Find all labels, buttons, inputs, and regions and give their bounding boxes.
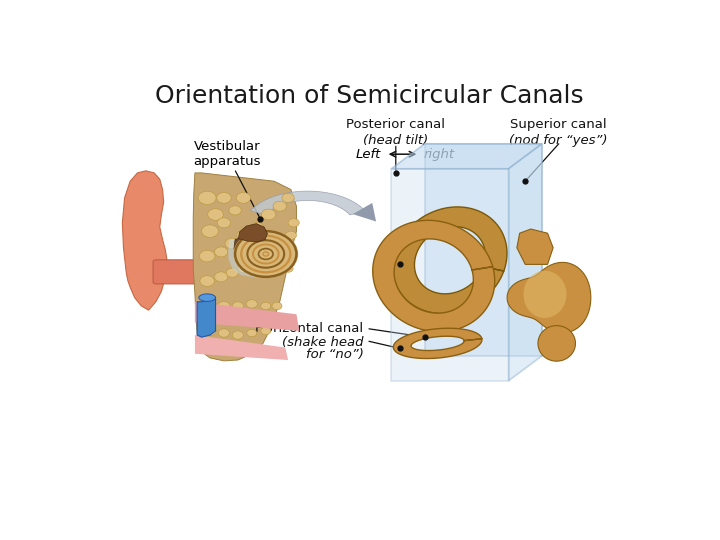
Circle shape xyxy=(204,326,216,335)
Circle shape xyxy=(264,265,274,272)
Polygon shape xyxy=(195,335,288,360)
Text: for “no”): for “no”) xyxy=(305,348,364,361)
Circle shape xyxy=(238,265,249,273)
Circle shape xyxy=(215,247,228,257)
Circle shape xyxy=(261,302,271,310)
Polygon shape xyxy=(517,229,553,265)
Circle shape xyxy=(247,329,257,337)
FancyBboxPatch shape xyxy=(153,260,202,284)
Circle shape xyxy=(233,331,243,339)
Circle shape xyxy=(252,260,263,268)
Text: (head tilt): (head tilt) xyxy=(363,134,428,147)
Polygon shape xyxy=(122,171,167,310)
Circle shape xyxy=(272,302,282,310)
Polygon shape xyxy=(157,268,199,277)
Circle shape xyxy=(261,327,271,335)
Polygon shape xyxy=(197,298,215,337)
Text: Left: Left xyxy=(356,148,382,161)
Polygon shape xyxy=(538,326,575,361)
Polygon shape xyxy=(523,271,567,318)
Polygon shape xyxy=(251,191,365,215)
Polygon shape xyxy=(193,173,297,361)
Polygon shape xyxy=(353,203,376,221)
Polygon shape xyxy=(508,144,542,381)
Circle shape xyxy=(229,206,241,215)
Polygon shape xyxy=(425,144,542,356)
Circle shape xyxy=(217,218,230,228)
Circle shape xyxy=(288,219,300,227)
Circle shape xyxy=(198,191,216,205)
Circle shape xyxy=(233,302,243,310)
Circle shape xyxy=(203,301,217,311)
Circle shape xyxy=(257,252,269,261)
Circle shape xyxy=(273,201,287,211)
Polygon shape xyxy=(392,168,508,381)
Circle shape xyxy=(283,265,293,272)
Circle shape xyxy=(237,230,250,240)
Circle shape xyxy=(202,225,218,238)
Circle shape xyxy=(217,301,230,310)
Circle shape xyxy=(285,231,297,239)
Circle shape xyxy=(208,208,223,220)
Polygon shape xyxy=(373,220,495,332)
Polygon shape xyxy=(195,302,300,331)
Circle shape xyxy=(251,222,264,232)
Circle shape xyxy=(279,243,292,252)
Text: (shake head: (shake head xyxy=(282,336,364,349)
Text: Vestibular
apparatus: Vestibular apparatus xyxy=(193,140,261,219)
Circle shape xyxy=(271,252,282,260)
Polygon shape xyxy=(393,328,482,359)
Polygon shape xyxy=(238,224,267,242)
Circle shape xyxy=(246,300,258,308)
Text: Posterior canal: Posterior canal xyxy=(346,118,445,131)
Polygon shape xyxy=(234,235,274,265)
Text: Horizontal canal: Horizontal canal xyxy=(256,322,364,335)
Circle shape xyxy=(275,265,284,272)
Polygon shape xyxy=(507,262,591,333)
Circle shape xyxy=(200,275,215,286)
Circle shape xyxy=(199,250,215,262)
Text: Superior canal: Superior canal xyxy=(510,118,607,131)
Circle shape xyxy=(226,268,238,277)
Text: (nod for “yes”): (nod for “yes”) xyxy=(510,134,608,147)
Text: Orientation of Semicircular Canals: Orientation of Semicircular Canals xyxy=(155,84,583,107)
Circle shape xyxy=(215,272,228,282)
Circle shape xyxy=(261,209,276,220)
Polygon shape xyxy=(393,207,507,314)
Polygon shape xyxy=(228,239,280,278)
Circle shape xyxy=(240,251,253,261)
Ellipse shape xyxy=(199,294,215,301)
Circle shape xyxy=(217,192,231,203)
Polygon shape xyxy=(392,144,542,168)
Text: right: right xyxy=(423,148,455,161)
Circle shape xyxy=(225,238,240,249)
Circle shape xyxy=(233,230,298,278)
Circle shape xyxy=(282,193,294,202)
Circle shape xyxy=(236,192,251,203)
Circle shape xyxy=(218,329,230,337)
